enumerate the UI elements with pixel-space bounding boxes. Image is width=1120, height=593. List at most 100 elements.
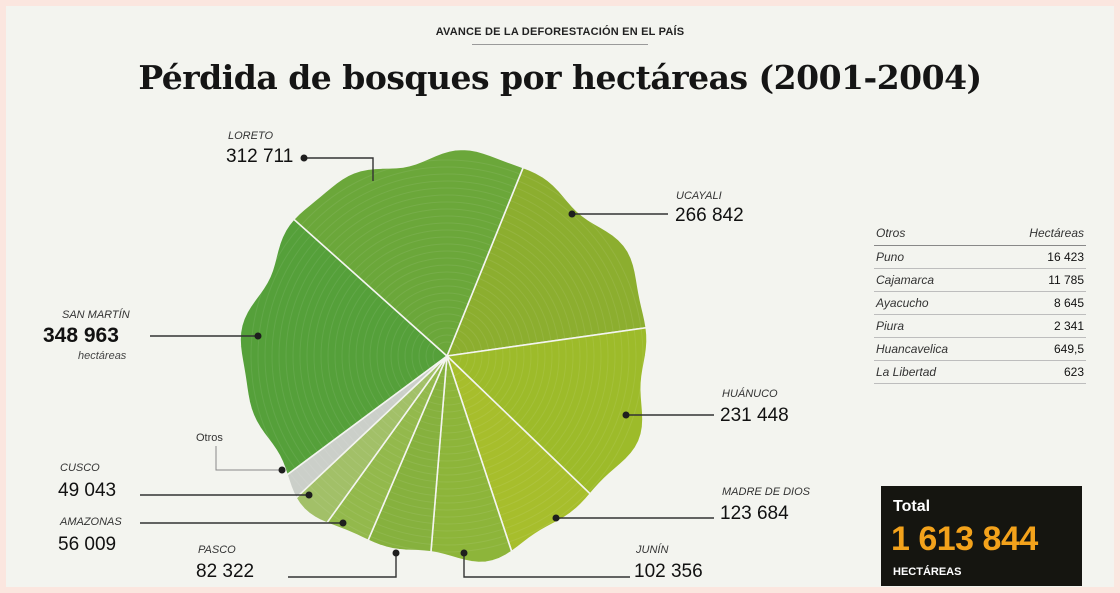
label-name-junin: JUNÍN — [636, 544, 669, 556]
label-value-loreto: 312 711 — [226, 146, 294, 167]
leader-line — [215, 446, 282, 471]
tree-ring — [327, 236, 567, 476]
leader-dot — [460, 549, 468, 557]
tree-ring — [278, 187, 616, 525]
tree-ring — [348, 257, 546, 455]
table-row: Huancavelica 649,5 — [874, 337, 1086, 361]
label-name-cusco: CUSCO — [60, 462, 100, 474]
label-value-huanuco: 231 448 — [720, 405, 789, 426]
table-row: Ayacucho 8 645 — [874, 291, 1086, 315]
label-name-pasco: PASCO — [198, 544, 236, 556]
tree-ring — [432, 341, 462, 371]
otros-table: Otros Hectáreas Puno 16 423 Cajamarca 11 7… — [874, 222, 1086, 384]
tree-ring — [390, 299, 504, 413]
pie-slice-loreto — [292, 148, 525, 358]
label-name-amazonas: AMAZONAS — [60, 516, 122, 528]
row-name: Huancavelica — [874, 337, 994, 361]
leader-dot — [300, 154, 308, 162]
pie-slice-madre-de-dios — [446, 355, 592, 553]
leader-dot — [552, 514, 560, 522]
table-row: La Libertad 623 — [874, 360, 1086, 384]
tree-ring — [306, 215, 588, 497]
otros-header-value: Hectáreas — [993, 222, 1086, 246]
tree-ring — [376, 285, 518, 427]
row-value: 11 785 — [993, 268, 1086, 292]
leader-line — [288, 553, 397, 578]
leader-dot — [568, 210, 576, 218]
tree-ring — [369, 278, 525, 434]
tree-ring — [250, 159, 644, 553]
leader-dot — [278, 466, 286, 474]
tree-ring — [404, 313, 490, 399]
otros-header-name: Otros — [874, 222, 994, 246]
tree-ring — [383, 292, 511, 420]
total-unit: HECTÁREAS — [893, 566, 962, 578]
tree-ring — [299, 208, 595, 504]
label-name-madre-de-dios: MADRE DE DIOS — [722, 486, 811, 498]
label-value-amazonas: 56 009 — [58, 534, 117, 555]
tree-ring — [418, 327, 476, 385]
pie-slice-cusco — [295, 355, 448, 525]
label-value-junin: 102 356 — [634, 561, 703, 582]
tree-ring — [397, 306, 497, 406]
leader-dot — [305, 491, 313, 499]
tree-ring — [285, 194, 609, 518]
pie-slice-jun-n — [430, 355, 513, 564]
tree-ring — [411, 320, 483, 392]
leader-dot — [254, 332, 262, 340]
pie-slice-hu-nuco — [445, 326, 648, 496]
kicker-divider — [472, 44, 648, 45]
total-label: Total — [893, 498, 931, 515]
tree-ring — [257, 166, 637, 546]
pie-slice-san-mart-n — [239, 218, 449, 477]
row-value: 623 — [993, 360, 1086, 384]
row-value: 2 341 — [993, 314, 1086, 338]
tree-ring — [334, 243, 560, 469]
tree-ring — [292, 201, 602, 511]
label-name-huanuco: HUÁNUCO — [722, 388, 778, 400]
tree-ring — [320, 229, 574, 483]
row-value: 649,5 — [993, 337, 1086, 361]
tree-ring — [362, 271, 532, 441]
row-name: Puno — [874, 245, 994, 269]
total-box: Total 1 613 844 HECTÁREAS — [881, 486, 1082, 586]
kicker: AVANCE DE LA DEFORESTACIÓN EN EL PAÍS — [435, 26, 685, 38]
row-name: Piura — [874, 314, 994, 338]
pie-slice-ucayali — [445, 166, 648, 357]
otros-table-header: Otros Hectáreas — [874, 222, 1086, 246]
table-row: Puno 16 423 — [874, 245, 1086, 269]
row-name: Ayacucho — [874, 291, 994, 315]
table-row: Cajamarca 11 785 — [874, 268, 1086, 292]
row-value: 16 423 — [993, 245, 1086, 269]
label-value-ucayali: 266 842 — [675, 205, 744, 226]
label-value-san-martin: 348 963 — [43, 324, 119, 347]
table-row: Piura 2 341 — [874, 314, 1086, 338]
pie-slice-amazonas — [325, 355, 448, 542]
leader-dot — [392, 549, 400, 557]
total-value: 1 613 844 — [891, 520, 1038, 558]
leader-line — [304, 157, 374, 181]
chart-title: Pérdida de bosques por hectáreas (2001-2… — [138, 58, 982, 97]
leader-dot — [622, 411, 630, 419]
label-sub-san-martin: hectáreas — [78, 350, 127, 362]
label-name-loreto: LORETO — [228, 130, 274, 142]
label-otros: Otros — [196, 432, 223, 444]
leader-dot — [339, 519, 347, 527]
label-value-pasco: 82 322 — [196, 561, 255, 582]
tree-ring — [341, 250, 553, 462]
label-name-san-martin: SAN MARTÍN — [62, 309, 130, 321]
tree-ring — [355, 264, 539, 448]
tree-ring — [264, 173, 630, 539]
label-name-ucayali: UCAYALI — [676, 190, 722, 202]
row-name: Cajamarca — [874, 268, 994, 292]
tree-ring — [425, 334, 469, 378]
tree-ring — [313, 222, 581, 490]
tree-ring — [271, 180, 623, 532]
row-value: 8 645 — [993, 291, 1086, 315]
leader-line — [463, 553, 630, 578]
row-name: La Libertad — [874, 360, 994, 384]
label-value-madre-de-dios: 123 684 — [720, 503, 789, 524]
label-value-cusco: 49 043 — [58, 480, 117, 501]
pie-slice-pasco — [367, 355, 448, 553]
